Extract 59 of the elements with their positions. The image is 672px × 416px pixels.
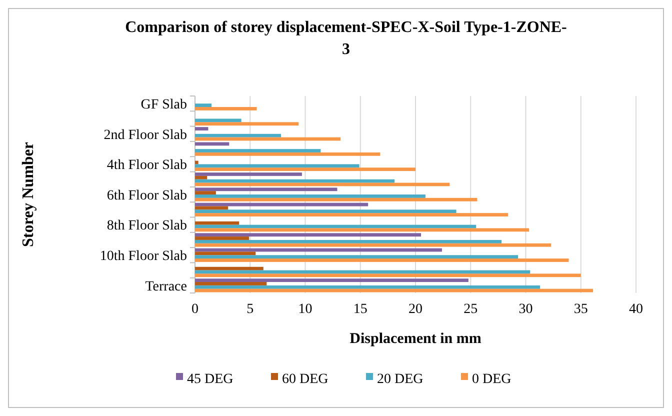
- bar: [195, 127, 208, 130]
- bar: [195, 191, 216, 194]
- bar: [195, 176, 208, 180]
- bar: [195, 285, 540, 289]
- bar: [195, 198, 478, 202]
- bar: [195, 228, 530, 232]
- bar: [195, 152, 380, 156]
- bar: [195, 160, 198, 164]
- x-tick-label: 0: [192, 302, 198, 317]
- bar: [195, 168, 416, 172]
- x-tick-label: 10: [298, 302, 312, 317]
- y-axis-title: Storey Number: [20, 142, 37, 248]
- bar: [195, 149, 321, 152]
- bar: [195, 179, 395, 183]
- bar: [195, 104, 212, 107]
- bar: [195, 172, 302, 176]
- bar: [195, 188, 338, 192]
- bar: [195, 282, 267, 286]
- bar: [195, 142, 230, 146]
- bar: [195, 236, 250, 240]
- bar: [195, 210, 456, 214]
- legend-label: 0 DEG: [472, 372, 512, 387]
- bar: [195, 134, 281, 138]
- y-tick-label: GF Slab: [140, 97, 187, 112]
- x-tick-label: 20: [408, 302, 422, 317]
- bar: [195, 221, 240, 225]
- bar: [195, 106, 257, 110]
- bar: [195, 206, 228, 210]
- bar: [195, 213, 508, 216]
- bar: [195, 274, 581, 278]
- bar: [195, 258, 569, 262]
- bar: [195, 194, 426, 198]
- y-tick-label: 8th Floor Slab: [106, 218, 187, 234]
- y-tick-label: 4th Floor Slab: [106, 158, 187, 174]
- y-tick-label: Terrace: [145, 279, 187, 294]
- bar: [195, 122, 299, 126]
- x-axis-title: Displacement in mm: [350, 331, 482, 347]
- bar: [195, 278, 468, 282]
- chart-title: Comparison of storey displacement-SPEC-X-Soil Type-1-ZONE-3: [125, 19, 567, 58]
- bar: [195, 233, 422, 237]
- x-tick-label: 15: [353, 302, 368, 317]
- x-tick-label: 40: [629, 302, 643, 317]
- x-tick-label: 25: [464, 302, 478, 317]
- y-tick-label: 6th Floor Slab: [106, 188, 187, 204]
- legend-label: 60 DEG: [282, 372, 328, 387]
- bar: [195, 255, 518, 259]
- y-tick-label: 10th Floor Slab: [100, 249, 187, 264]
- x-tick-label: 5: [246, 302, 254, 317]
- bar: [195, 243, 552, 247]
- x-tick-label: 30: [518, 302, 533, 317]
- legend-label: 20 DEG: [377, 372, 424, 387]
- bar: [195, 266, 264, 270]
- bar: [195, 240, 502, 244]
- y-tick-label: 2nd Floor Slab: [104, 128, 187, 143]
- bar: [195, 252, 256, 256]
- bar: [195, 118, 242, 122]
- x-tick-label: 35: [574, 302, 588, 317]
- legend-label: 45 DEG: [187, 372, 234, 387]
- bar: [195, 164, 360, 168]
